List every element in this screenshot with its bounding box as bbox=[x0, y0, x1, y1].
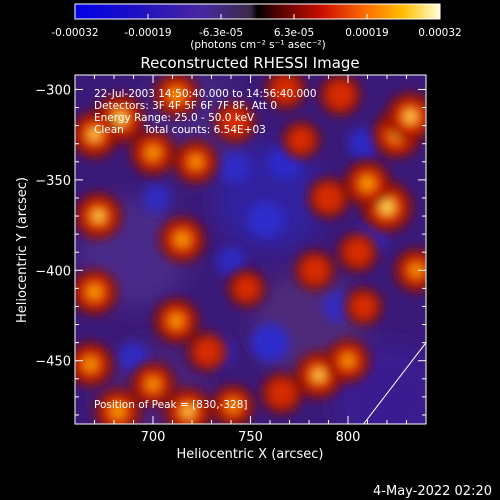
cold-spot bbox=[142, 183, 172, 213]
hot-spot-max bbox=[184, 407, 192, 415]
colorbar-unit-label: (photons cm⁻² s⁻¹ asec⁻²) bbox=[190, 39, 325, 51]
hot-spot-peak bbox=[146, 146, 160, 160]
annotation-time-range: 22-Jul-2003 14:50:40.000 to 14:56:40.000 bbox=[94, 88, 317, 100]
x-tick-label: 750 bbox=[238, 430, 263, 445]
colorbar-frame bbox=[74, 3, 441, 20]
hot-spot-core bbox=[351, 293, 377, 319]
hot-spot-max bbox=[315, 371, 323, 379]
x-tick-label: 800 bbox=[336, 430, 361, 445]
colorbar-tick-label: -0.00032 bbox=[51, 27, 98, 39]
solar-limb-line bbox=[363, 342, 426, 424]
y-axis-label: Heliocentric Y (arcsec) bbox=[15, 177, 30, 323]
hot-spot-peak bbox=[170, 314, 183, 328]
colorbar-tick-label: 0.00032 bbox=[418, 27, 461, 39]
colorbar-ticks: -0.00032 -0.00019 -6.3e-05 6.3e-05 0.00019 0.… bbox=[51, 14, 462, 39]
peak-position-label: Position of Peak = [830,-328] bbox=[94, 399, 248, 411]
footer-date: 4-May-2022 02:20 bbox=[373, 484, 492, 499]
hot-spot-peak bbox=[147, 378, 159, 391]
hot-spot-peak bbox=[227, 400, 239, 412]
y-tick-label: −350 bbox=[35, 174, 71, 189]
hot-spot-peak bbox=[190, 155, 202, 168]
y-tick-label: −300 bbox=[35, 83, 71, 98]
x-tick-label: 700 bbox=[141, 430, 166, 445]
hot-spot-peak bbox=[360, 176, 375, 191]
hot-spot-max bbox=[406, 112, 415, 121]
colorbar-tick-label: 0.00019 bbox=[345, 27, 388, 39]
hot-spot-core bbox=[301, 256, 329, 284]
cold-spot bbox=[347, 127, 380, 160]
colorbar bbox=[75, 4, 440, 19]
hot-spot-max bbox=[91, 131, 98, 139]
hot-spot-core bbox=[234, 275, 260, 301]
axis-ticks: 700 750 800 −300 −350 −400 −450 bbox=[35, 75, 427, 445]
hot-spot-peak bbox=[111, 404, 125, 419]
hot-spot-peak bbox=[410, 264, 423, 277]
cold-spot bbox=[251, 323, 289, 362]
colorbar-tick-label: -6.3e-05 bbox=[199, 27, 243, 39]
colorbar-tick-label: 6.3e-05 bbox=[274, 27, 314, 39]
hot-spot-core bbox=[344, 238, 372, 266]
hot-spot-core bbox=[267, 379, 296, 408]
hot-spot-core bbox=[194, 338, 222, 366]
annotation-detectors: Detectors: 3F 4F 5F 6F 7F 8F, Att 0 bbox=[94, 100, 277, 112]
cold-spot bbox=[219, 151, 251, 183]
x-axis-label: Heliocentric X (arcsec) bbox=[177, 447, 324, 462]
cold-spot bbox=[248, 201, 285, 238]
hot-spot-core bbox=[314, 183, 343, 212]
hot-spot-peak bbox=[175, 232, 189, 247]
hot-spot-core bbox=[326, 80, 355, 109]
hot-spot-peak bbox=[84, 358, 97, 371]
heatmap-image bbox=[75, 75, 426, 424]
hot-spot-peak bbox=[87, 285, 102, 299]
y-tick-label: −400 bbox=[35, 264, 71, 279]
chart-title: Reconstructed RHESSI Image bbox=[140, 54, 359, 72]
hot-spot-peak bbox=[170, 88, 183, 102]
hot-spot-max bbox=[115, 114, 125, 123]
hot-spot-core bbox=[288, 127, 314, 153]
hot-spot-core bbox=[272, 75, 300, 103]
colorbar-tick-label: -0.00019 bbox=[124, 27, 171, 39]
hot-spot-peak bbox=[342, 354, 354, 367]
annotation-energy-range: Energy Range: 25.0 - 50.0 keV bbox=[94, 112, 255, 124]
hot-spot-max bbox=[95, 212, 102, 220]
cold-spot bbox=[216, 246, 246, 277]
hot-spot-core bbox=[220, 108, 249, 137]
annotation-counts: Clean Total counts: 6.54E+03 bbox=[94, 124, 266, 136]
cold-spot bbox=[118, 341, 149, 373]
hot-spot-max bbox=[382, 202, 392, 212]
y-tick-label: −450 bbox=[35, 355, 71, 370]
